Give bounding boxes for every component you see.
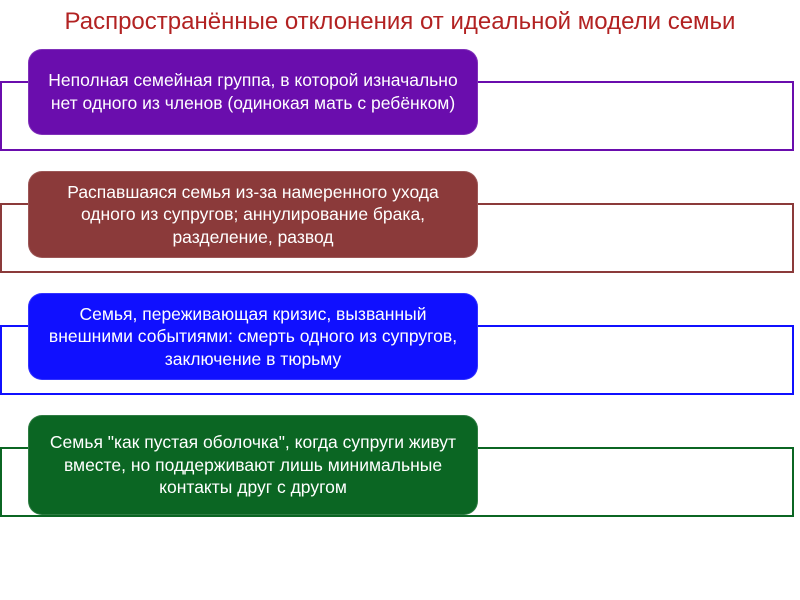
diagram-row: Неполная семейная группа, в которой изна… [0, 49, 800, 153]
rows-container: Неполная семейная группа, в которой изна… [0, 49, 800, 533]
page-title: Распространённые отклонения от идеальной… [0, 0, 800, 49]
row-pill: Семья "как пустая оболочка", когда супру… [28, 415, 478, 515]
diagram-row: Семья, переживающая кризис, вызванный вн… [0, 293, 800, 397]
row-pill: Семья, переживающая кризис, вызванный вн… [28, 293, 478, 380]
row-text: Неполная семейная группа, в которой изна… [42, 69, 464, 114]
diagram-row: Семья "как пустая оболочка", когда супру… [0, 415, 800, 533]
row-text: Семья "как пустая оболочка", когда супру… [42, 431, 464, 498]
row-pill: Неполная семейная группа, в которой изна… [28, 49, 478, 135]
row-text: Семья, переживающая кризис, вызванный вн… [42, 303, 464, 370]
diagram-row: Распавшаяся семья из-за намеренного уход… [0, 171, 800, 275]
row-pill: Распавшаяся семья из-за намеренного уход… [28, 171, 478, 258]
row-text: Распавшаяся семья из-за намеренного уход… [42, 181, 464, 248]
